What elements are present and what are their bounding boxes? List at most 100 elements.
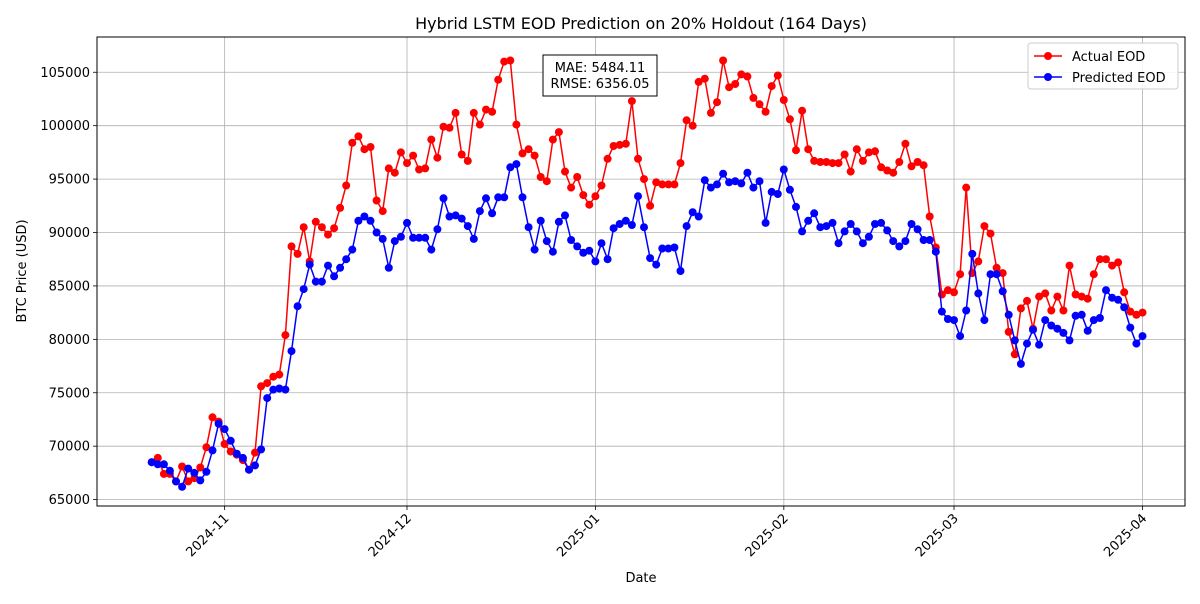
data-point xyxy=(1047,306,1056,315)
y-tick-label: 85000 xyxy=(49,279,90,294)
data-point xyxy=(524,223,533,232)
data-point xyxy=(907,220,916,228)
data-point xyxy=(603,154,612,163)
data-point xyxy=(518,149,527,158)
data-point xyxy=(779,165,788,174)
data-point xyxy=(858,239,867,248)
data-point xyxy=(785,115,794,124)
data-point xyxy=(396,232,405,241)
data-point xyxy=(597,181,606,190)
data-point xyxy=(330,272,339,281)
data-point xyxy=(688,208,697,217)
data-point xyxy=(1053,324,1062,333)
data-point xyxy=(761,107,770,116)
data-point xyxy=(1065,261,1074,270)
data-point xyxy=(931,247,940,256)
data-point xyxy=(804,145,813,154)
data-point xyxy=(190,468,199,477)
data-point xyxy=(1095,314,1104,322)
grid-layer xyxy=(97,37,1185,506)
data-point xyxy=(384,164,393,173)
data-point xyxy=(907,162,916,171)
data-point xyxy=(360,145,369,154)
data-point xyxy=(475,207,484,216)
data-point xyxy=(500,57,509,66)
data-point xyxy=(281,385,290,394)
data-point xyxy=(366,143,375,151)
data-point xyxy=(992,270,1001,279)
data-point xyxy=(275,384,284,393)
data-point xyxy=(554,128,563,137)
data-point xyxy=(956,270,965,279)
data-point xyxy=(251,461,259,470)
data-point xyxy=(311,217,320,226)
data-point xyxy=(634,154,642,163)
data-point xyxy=(463,156,472,165)
data-point xyxy=(1035,340,1044,349)
data-point xyxy=(153,460,162,469)
data-point xyxy=(1114,295,1123,304)
x-axis-label: Date xyxy=(625,571,656,586)
data-point xyxy=(1077,292,1086,301)
data-point xyxy=(621,216,630,225)
data-point xyxy=(342,255,351,264)
data-point xyxy=(457,214,466,223)
data-point xyxy=(658,244,667,253)
data-point xyxy=(372,196,381,205)
data-point xyxy=(536,173,545,181)
data-point xyxy=(202,443,211,452)
data-point xyxy=(506,56,515,65)
data-point xyxy=(554,217,563,226)
data-point xyxy=(208,446,217,455)
data-point xyxy=(421,164,430,173)
data-point xyxy=(700,74,709,83)
chart-title: Hybrid LSTM EOD Prediction on 20% Holdou… xyxy=(415,14,867,33)
x-tick-label: 2024-11 xyxy=(183,511,232,560)
data-point xyxy=(834,239,843,248)
data-point xyxy=(822,158,831,166)
data-point xyxy=(178,462,187,471)
data-point xyxy=(342,181,351,190)
data-point xyxy=(755,100,764,109)
data-point xyxy=(403,218,411,227)
data-point xyxy=(943,286,952,295)
data-point xyxy=(542,237,551,246)
data-point xyxy=(919,236,928,244)
data-point xyxy=(226,447,235,456)
data-point xyxy=(257,382,266,391)
data-point xyxy=(512,120,521,129)
data-point xyxy=(852,145,861,154)
data-point xyxy=(646,254,655,263)
data-point xyxy=(694,77,703,86)
mae-label: MAE: 5484.11 xyxy=(555,61,646,76)
data-point xyxy=(627,221,636,229)
data-point xyxy=(488,209,497,218)
y-tick-label: 105000 xyxy=(40,66,90,81)
y-axis-label: BTC Price (USD) xyxy=(15,219,30,322)
data-point xyxy=(950,288,958,297)
data-point xyxy=(463,222,472,231)
data-point xyxy=(433,225,442,234)
data-point xyxy=(980,316,989,325)
data-point xyxy=(1102,255,1110,264)
data-point xyxy=(871,220,879,228)
series-layer xyxy=(147,56,1147,491)
data-point xyxy=(652,178,661,187)
data-point xyxy=(1138,308,1147,317)
data-point xyxy=(889,168,898,177)
data-point xyxy=(439,122,448,131)
data-point xyxy=(390,168,399,177)
data-point xyxy=(1041,289,1050,298)
data-point xyxy=(974,257,983,266)
data-point xyxy=(700,176,709,185)
data-point xyxy=(719,169,728,178)
data-point xyxy=(664,244,673,253)
data-point xyxy=(919,161,928,170)
data-point xyxy=(682,222,691,231)
data-point xyxy=(360,212,369,221)
data-point xyxy=(530,151,539,160)
series-line xyxy=(151,59,1143,483)
data-point xyxy=(767,187,776,196)
data-point xyxy=(773,190,782,198)
data-point xyxy=(293,302,302,311)
